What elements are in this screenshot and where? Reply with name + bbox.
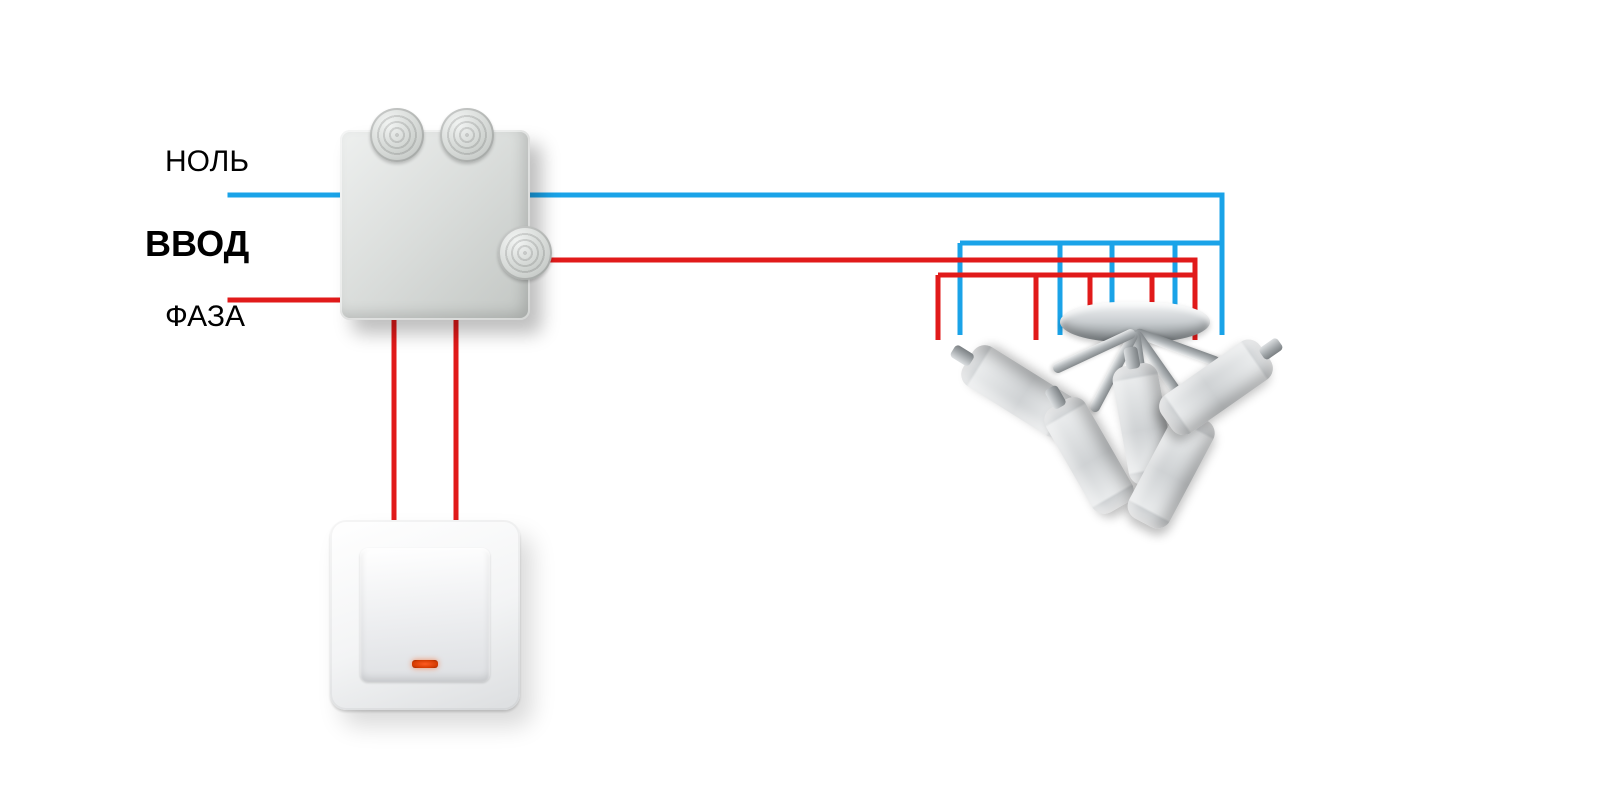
wire-phase-in xyxy=(230,300,394,520)
knockout-icon xyxy=(440,108,494,162)
junction-box xyxy=(340,130,530,320)
label-phase: ФАЗА xyxy=(165,300,245,334)
switch-indicator-led-icon xyxy=(412,660,438,668)
label-neutral: НОЛЬ xyxy=(165,145,249,179)
wiring-layer xyxy=(0,0,1600,800)
switch-rocker[interactable] xyxy=(360,548,490,682)
knockout-icon xyxy=(498,226,552,280)
label-input: ВВОД xyxy=(145,223,249,265)
junction-box-body xyxy=(340,130,530,320)
chandelier xyxy=(930,310,1330,570)
knockout-icon xyxy=(370,108,424,162)
wall-switch[interactable] xyxy=(330,520,520,710)
